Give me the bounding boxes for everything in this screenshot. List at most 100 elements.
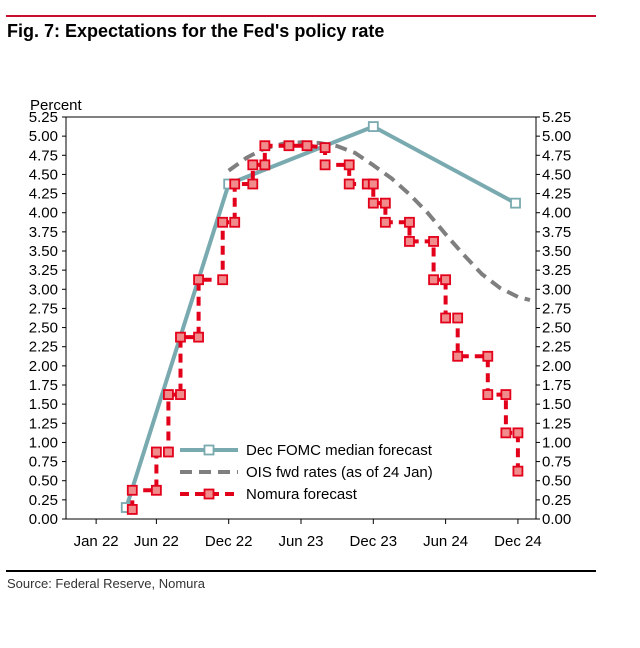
- x-tick-label: Dec 22: [205, 533, 253, 550]
- legend-label-nomura: Nomura forecast: [246, 486, 358, 503]
- y-tick-label-left: 2.75: [29, 300, 58, 317]
- y-tick-label-right: 2.25: [542, 339, 571, 356]
- data-point-nomura: [452, 312, 464, 324]
- data-point-nomura: [175, 331, 186, 343]
- data-point-nomura: [440, 274, 452, 286]
- data-point-nomura: [482, 350, 494, 362]
- y-tick-label-left: 4.00: [29, 205, 58, 222]
- data-point-nomura: [343, 178, 355, 190]
- y-tick-label-left: 4.25: [29, 186, 58, 203]
- y-tick-label-left: 4.75: [29, 147, 58, 164]
- y-tick-label-right: 0.75: [542, 454, 571, 471]
- data-point-nomura: [428, 274, 439, 286]
- data-point-nomura: [259, 140, 271, 152]
- x-tick-label: Jan 22: [74, 533, 119, 550]
- legend-marker-fomc: [203, 444, 215, 456]
- y-tick-label-right: 0.50: [542, 473, 571, 490]
- y-tick-label-left: 0.50: [29, 473, 58, 490]
- data-point-nomura: [319, 142, 331, 154]
- series-layer: [120, 121, 531, 515]
- y-tick-label-left: 0.00: [29, 511, 58, 528]
- data-point-nomura: [217, 216, 229, 228]
- y-tick-label-left: 0.25: [29, 492, 58, 509]
- y-tick-label-left: 1.25: [29, 415, 58, 432]
- x-tick-label: Dec 23: [350, 533, 398, 550]
- y-axis-right: 0.00 0.25 0.50 0.75 1.00 1.25 1.50 1.75 2.00 2.25…: [536, 109, 571, 528]
- y-tick-label-right: 3.50: [542, 243, 571, 260]
- x-tick-label: Jun 22: [134, 533, 179, 550]
- data-point-nomura: [247, 178, 259, 190]
- x-tick-label: Jun 24: [423, 533, 468, 550]
- legend-label-ois: OIS fwd rates (as of 24 Jan): [246, 464, 433, 481]
- data-point-nomura: [512, 427, 524, 439]
- y-tick-label-left: 4.50: [29, 166, 58, 183]
- figure-title: Fig. 7: Expectations for the Fed's polic…: [7, 21, 385, 41]
- y-tick-label-left: 2.00: [29, 358, 58, 375]
- data-point-nomura: [379, 216, 391, 228]
- data-point-nomura: [193, 331, 204, 343]
- data-point-nomura: [229, 216, 241, 228]
- data-point-nomura: [175, 389, 186, 400]
- data-point-nomura: [283, 140, 295, 152]
- y-tick-label-left: 2.25: [29, 339, 58, 356]
- data-point-nomura: [500, 427, 512, 439]
- y-tick-label-right: 0.00: [542, 511, 571, 528]
- source-note: Source: Federal Reserve, Nomura: [7, 576, 205, 591]
- y-tick-label-right: 3.75: [542, 224, 571, 241]
- data-point-nomura: [301, 140, 313, 152]
- data-point-nomura: [512, 465, 524, 477]
- y-tick-label-right: 2.75: [542, 300, 571, 317]
- y-tick-label-left: 5.25: [29, 109, 58, 126]
- data-point-nomura: [379, 197, 391, 209]
- data-point-nomura: [259, 159, 271, 171]
- y-tick-label-right: 1.25: [542, 415, 571, 432]
- data-point-nomura: [404, 216, 415, 228]
- data-point-nomura: [247, 159, 259, 171]
- data-point-nomura: [452, 350, 464, 362]
- legend-marker-nomura: [203, 488, 215, 500]
- y-axis-left: 0.00 0.25 0.50 0.75 1.00 1.25 1.50 1.75 2.00 2.25…: [29, 109, 66, 528]
- series-line-fomc: [124, 124, 517, 509]
- y-tick-label-left: 1.75: [29, 377, 58, 394]
- data-point-nomura: [440, 312, 452, 324]
- data-point-nomura: [126, 504, 138, 515]
- chart: 0.00 0.25 0.50 0.75 1.00 1.25 1.50 1.75 2.00 2.25…: [29, 97, 571, 550]
- legend: Dec FOMC median forecast OIS fwd rates (a…: [180, 442, 433, 503]
- y-tick-label-left: 1.00: [29, 434, 58, 451]
- y-tick-label-left: 0.75: [29, 454, 58, 471]
- data-point-nomura: [150, 446, 162, 458]
- y-tick-label-left: 3.50: [29, 243, 58, 260]
- y-tick-label-left: 2.50: [29, 320, 58, 337]
- data-point-nomura: [150, 484, 162, 496]
- top-rule: [6, 15, 596, 17]
- data-point-nomura: [319, 159, 331, 171]
- y-tick-label-left: 3.25: [29, 262, 58, 279]
- data-point-nomura: [404, 236, 415, 247]
- y-tick-label-right: 4.00: [542, 205, 571, 222]
- y-tick-label-left: 1.50: [29, 396, 58, 413]
- y-tick-label-right: 0.25: [542, 492, 571, 509]
- y-tick-label-right: 5.00: [542, 128, 571, 145]
- legend-label-fomc: Dec FOMC median forecast: [246, 442, 433, 459]
- x-tick-label: Dec 24: [494, 533, 542, 550]
- data-point-nomura: [482, 389, 494, 400]
- x-axis: Jan 22 Jun 22 Dec 22 Jun 23 Dec 23 Jun 24 Dec …: [74, 519, 542, 550]
- y-tick-label-right: 5.25: [542, 109, 571, 126]
- data-point-nomura: [343, 159, 355, 171]
- y-tick-label-right: 4.75: [542, 147, 571, 164]
- y-tick-label-left: 3.75: [29, 224, 58, 241]
- data-point-nomura: [163, 389, 174, 400]
- y-tick-label-right: 2.50: [542, 320, 571, 337]
- y-axis-label: Percent: [30, 97, 83, 114]
- data-point-nomura: [229, 178, 241, 190]
- data-point-nomura: [126, 484, 138, 496]
- data-point-fomc: [510, 197, 521, 209]
- y-tick-label-right: 1.75: [542, 377, 571, 394]
- data-point-nomura: [367, 178, 379, 190]
- y-tick-label-right: 3.00: [542, 281, 571, 298]
- y-tick-label-right: 3.25: [542, 262, 571, 279]
- y-tick-label-right: 4.50: [542, 166, 571, 183]
- x-tick-label: Jun 23: [278, 533, 323, 550]
- data-point-nomura: [193, 274, 204, 286]
- data-point-nomura: [428, 236, 439, 247]
